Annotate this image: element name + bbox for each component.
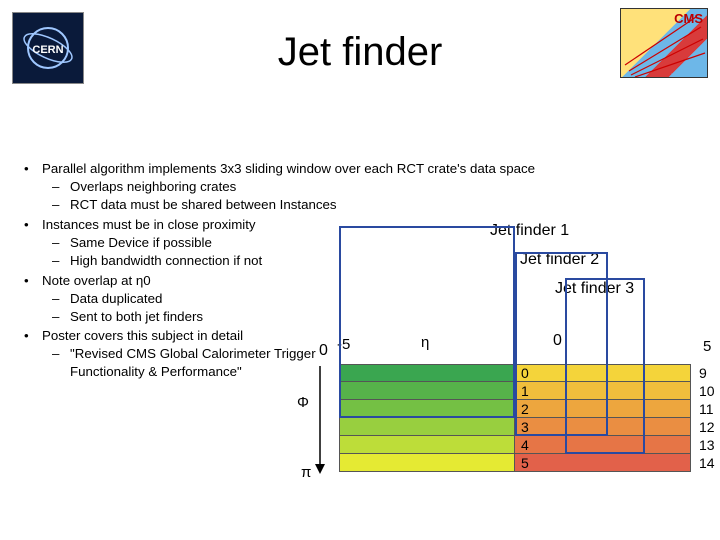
jet-finder-1-label: Jet finder 1 [490, 222, 569, 240]
row-label-right: 14 [699, 454, 715, 472]
sub-bullet-item: RCT data must be shared between Instance… [70, 196, 708, 214]
grid-row [339, 400, 691, 418]
eta-phi-diagram: Φ π η 0 -5 0 5 012345 91011121314 [325, 338, 720, 518]
grid-cell-left [339, 418, 515, 436]
row-label-right: 9 [699, 364, 715, 382]
grid-cell-left [339, 400, 515, 418]
row-label-right: 10 [699, 382, 715, 400]
bullet-item: Parallel algorithm implements 3x3 slidin… [42, 160, 708, 214]
svg-text:CERN: CERN [32, 44, 63, 56]
neg5-label: -5 [337, 336, 350, 353]
grid-row [339, 418, 691, 436]
row-label-right: 13 [699, 436, 715, 454]
grid-cell-left [339, 454, 515, 472]
sub-bullet-item: Overlaps neighboring crates [70, 178, 708, 196]
bullet-text: Poster covers this subject in detail [42, 328, 243, 343]
grid-row [339, 364, 691, 382]
top-zero-right-label: 0 [553, 332, 562, 350]
row-label-right: 11 [699, 400, 715, 418]
five-label: 5 [703, 338, 711, 355]
bullet-item: Instances must be in close proximity Same… [42, 216, 708, 270]
row-label-left: 5 [521, 454, 529, 472]
sub-bullet-item: Same Device if possible [70, 234, 708, 252]
jet-finder-2-label: Jet finder 2 [520, 251, 599, 269]
pi-axis-label: π [301, 464, 311, 481]
phi-arrow-icon [313, 366, 327, 476]
grid-cell-left [339, 364, 515, 382]
sub-bullet-item: Sent to both jet finders [70, 308, 708, 326]
grid-row [339, 454, 691, 472]
zero-label: 0 [319, 342, 328, 360]
grid-cell-right [515, 382, 691, 400]
cms-logo: CMS [620, 8, 708, 78]
grid-row [339, 436, 691, 454]
cern-logo: CERN [12, 12, 84, 84]
row-label-left: 4 [521, 436, 529, 454]
grid-cell-right [515, 400, 691, 418]
row-label-left: 2 [521, 400, 529, 418]
page-title: Jet finder [0, 0, 720, 75]
bullet-text: Instances must be in close proximity [42, 217, 256, 232]
row-label-right: 12 [699, 418, 715, 436]
eta-axis-label: η [421, 334, 429, 351]
row-label-left: 3 [521, 418, 529, 436]
grid-row [339, 382, 691, 400]
grid-cell-left [339, 382, 515, 400]
grid-cell-right [515, 364, 691, 382]
sub-bullet-item: "Revised CMS Global Calorimeter Trigger … [70, 345, 330, 381]
jet-finder-3-label: Jet finder 3 [555, 280, 634, 298]
bullet-text: Parallel algorithm implements 3x3 slidin… [42, 161, 535, 176]
row-label-left: 1 [521, 382, 529, 400]
grid-cell-right [515, 418, 691, 436]
grid-cell-right [515, 436, 691, 454]
sub-bullet-item: High bandwidth connection if not [70, 252, 708, 270]
grid-cell-right [515, 454, 691, 472]
phi-axis-label: Φ [297, 394, 309, 411]
row-label-left: 0 [521, 364, 529, 382]
bullet-text: Note overlap at η0 [42, 273, 151, 288]
grid-cell-left [339, 436, 515, 454]
